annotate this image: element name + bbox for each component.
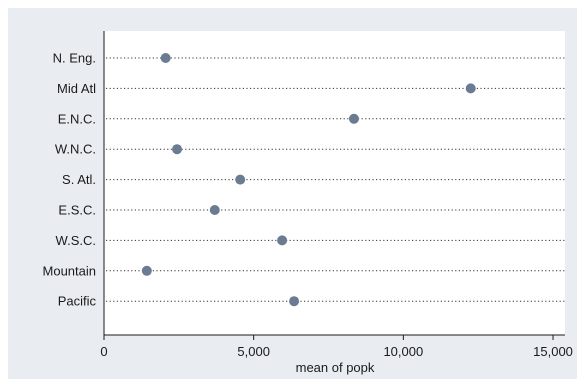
dot-chart: N. Eng. Mid Atl E.N.C. W.N.C. S. Atl. E.S.C. W… xyxy=(43,31,573,375)
chart-frame: N. Eng. Mid Atl E.N.C. W.N.C. S. Atl. E.S.C. W… xyxy=(8,8,577,379)
guide-lines xyxy=(106,57,565,302)
data-point xyxy=(348,113,359,124)
category-label: Pacific xyxy=(58,294,97,309)
data-point xyxy=(209,205,220,215)
data-point xyxy=(465,83,476,94)
data-point xyxy=(160,53,171,63)
category-labels: N. Eng. Mid Atl E.N.C. W.N.C. S. Atl. E.S.C. W… xyxy=(43,51,97,309)
category-label: W.N.C. xyxy=(55,142,96,157)
data-point xyxy=(172,144,183,155)
category-label: W.S.C. xyxy=(56,233,96,248)
x-axis-title: mean of popk xyxy=(296,360,375,375)
x-tick-label: 10,000 xyxy=(383,344,423,359)
x-tick-label: 0 xyxy=(100,344,107,359)
x-tick-label: 15,000 xyxy=(533,344,573,359)
data-point xyxy=(235,174,246,185)
category-label: E.S.C. xyxy=(58,203,96,218)
data-point xyxy=(289,296,300,307)
data-point xyxy=(277,235,288,246)
category-label: S. Atl. xyxy=(62,172,96,187)
category-label: N. Eng. xyxy=(53,51,96,66)
x-axis-ticks: 0 5,000 10,000 15,000 xyxy=(100,335,573,359)
x-tick-label: 5,000 xyxy=(237,344,270,359)
category-label: Mid Atl xyxy=(57,81,96,96)
plot-area xyxy=(104,31,565,335)
data-points xyxy=(141,53,476,307)
category-label: E.N.C. xyxy=(58,111,96,126)
data-point xyxy=(141,265,152,276)
category-label: Mountain xyxy=(43,263,96,278)
